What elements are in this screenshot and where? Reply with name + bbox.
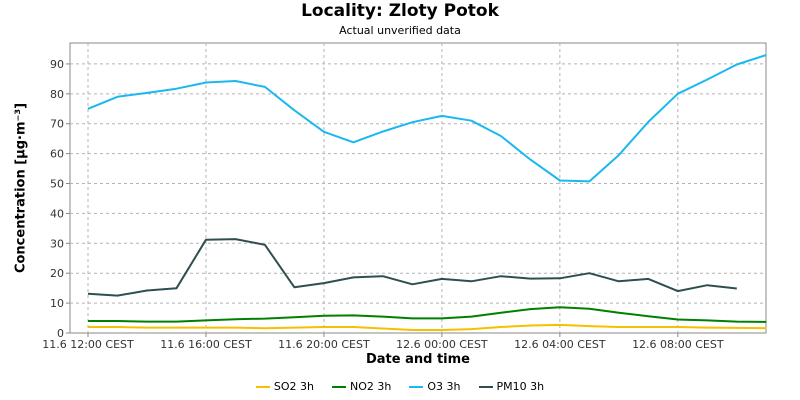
chart-title: Locality: Zloty Potok: [301, 1, 499, 21]
series-line-pm10-3h: [87, 238, 737, 297]
legend-swatch: [478, 385, 493, 388]
y-tick-label: 0: [57, 327, 64, 340]
legend-label: SO2 3h: [273, 380, 315, 393]
chart-subtitle: Actual unverified data: [339, 24, 461, 37]
y-tick-label: 10: [50, 297, 64, 310]
y-tick-label: 20: [50, 267, 64, 280]
x-tick-label: 12.6 04:00 CEST: [514, 338, 606, 351]
series-line-no2-3h: [88, 306, 767, 323]
y-tick-label: 30: [50, 237, 64, 250]
legend-label: PM10 3h: [496, 380, 545, 393]
legend-item: PM10 3h: [478, 380, 545, 393]
plot-frame: [69, 42, 767, 334]
legend-item: O3 3h: [409, 380, 461, 393]
legend-label: NO2 3h: [350, 380, 392, 393]
y-tick-label: 50: [50, 178, 64, 191]
legend-item: NO2 3h: [332, 380, 391, 393]
x-tick-label: 12.6 00:00 CEST: [396, 338, 488, 351]
y-tick-label: 40: [50, 207, 64, 220]
y-axis-label: Concentration [µg·m⁻³]: [13, 102, 29, 274]
legend-item: SO2 3h: [255, 380, 315, 393]
x-tick-label: 11.6 20:00 CEST: [278, 338, 370, 351]
y-tick-label: 90: [50, 58, 64, 71]
legend-swatch: [409, 385, 424, 388]
y-tick-label: 60: [50, 148, 64, 161]
y-tick-label: 70: [50, 118, 64, 131]
x-axis-label: Date and time: [365, 352, 470, 367]
x-tick-label: 11.6 12:00 CEST: [42, 338, 134, 351]
x-tick-label: 11.6 16:00 CEST: [160, 338, 252, 351]
y-tick-label: 80: [50, 88, 64, 101]
x-tick-label: 12.6 08:00 CEST: [632, 338, 724, 351]
legend-label: O3 3h: [427, 380, 461, 393]
series-line-o3-3h: [87, 54, 767, 183]
legend: SO2 3h NO2 3h O3 3h PM10 3h: [0, 380, 800, 393]
legend-swatch: [255, 385, 270, 388]
legend-swatch: [332, 385, 347, 388]
series-line-so2-3h: [88, 323, 767, 331]
